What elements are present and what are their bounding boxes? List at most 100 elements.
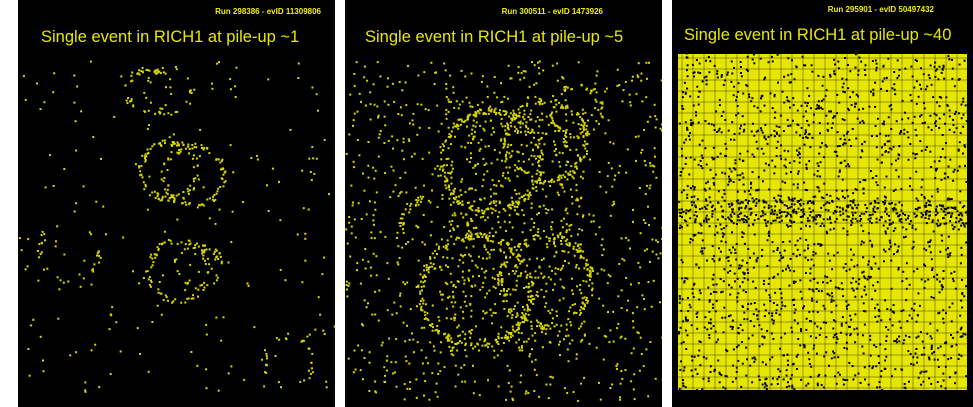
hit: [965, 242, 967, 244]
hit: [242, 201, 244, 203]
hit: [521, 347, 523, 349]
hit: [917, 292, 919, 294]
hit: [542, 346, 544, 348]
hit: [272, 168, 274, 170]
hit: [197, 296, 199, 298]
hit: [920, 88, 922, 90]
hit: [472, 138, 474, 140]
hit: [150, 102, 152, 104]
hit: [518, 347, 520, 349]
hit: [576, 184, 578, 186]
hit: [559, 299, 561, 301]
hit: [941, 240, 943, 242]
hit: [135, 163, 137, 165]
hit: [489, 232, 491, 234]
hit: [230, 365, 232, 367]
hit: [648, 281, 650, 283]
hit: [506, 261, 508, 263]
hit: [942, 318, 944, 320]
hit: [431, 266, 433, 268]
hit: [863, 192, 865, 194]
hit: [368, 177, 370, 179]
hit: [649, 185, 651, 187]
hit: [471, 285, 473, 287]
hit: [431, 221, 433, 223]
hit: [465, 237, 467, 239]
hit: [470, 152, 472, 154]
hit: [424, 244, 426, 246]
hit: [586, 125, 588, 127]
hit: [733, 213, 735, 215]
hit: [207, 258, 209, 260]
hit: [741, 236, 743, 238]
hit: [625, 369, 627, 371]
hit: [456, 327, 458, 329]
hit: [410, 203, 412, 205]
hit: [729, 249, 731, 251]
hit: [798, 170, 800, 172]
hit: [689, 209, 691, 211]
hit: [504, 114, 506, 116]
hit: [920, 384, 922, 386]
hit: [152, 261, 154, 263]
hit: [370, 267, 372, 269]
hit: [509, 332, 511, 334]
hit: [406, 203, 408, 205]
hit: [710, 319, 712, 321]
hit: [864, 141, 866, 143]
hit: [576, 114, 578, 116]
hit: [169, 78, 171, 80]
hit: [145, 185, 147, 187]
hit: [738, 268, 740, 270]
hit: [455, 365, 457, 367]
hit: [881, 370, 883, 372]
hit: [150, 254, 152, 256]
hit: [601, 115, 603, 117]
hit: [523, 110, 525, 112]
hit: [454, 198, 456, 200]
hit: [710, 293, 712, 295]
hit: [876, 67, 878, 69]
hit: [861, 241, 863, 243]
hit: [592, 270, 594, 272]
hit: [519, 123, 521, 125]
hit: [913, 87, 915, 89]
hit: [580, 255, 582, 257]
hit: [831, 296, 833, 298]
hit: [461, 146, 463, 148]
hit: [655, 239, 657, 241]
hit: [850, 282, 852, 284]
hit: [346, 284, 348, 286]
hit: [708, 337, 710, 339]
hit: [452, 86, 454, 88]
hit: [369, 362, 371, 364]
hit: [937, 381, 939, 383]
hit: [507, 315, 509, 317]
hit: [303, 207, 305, 209]
hit: [866, 207, 868, 209]
hit: [949, 306, 951, 308]
hit: [515, 114, 517, 116]
hit: [491, 345, 493, 347]
hit: [607, 282, 609, 284]
hit: [470, 206, 472, 208]
hit: [558, 175, 560, 177]
hit: [700, 160, 702, 162]
hit: [720, 374, 722, 376]
hit: [521, 312, 523, 314]
hit: [165, 86, 167, 88]
hit: [742, 260, 744, 262]
hit: [717, 232, 719, 234]
hit: [554, 130, 556, 132]
hit: [840, 138, 842, 140]
hit: [733, 86, 735, 88]
hit: [464, 146, 466, 148]
hit: [502, 172, 504, 174]
hit: [42, 360, 44, 362]
hit: [484, 233, 486, 235]
hit: [721, 74, 723, 76]
hit: [165, 73, 167, 75]
hit: [440, 158, 442, 160]
hit: [421, 241, 423, 243]
hit: [522, 261, 524, 263]
